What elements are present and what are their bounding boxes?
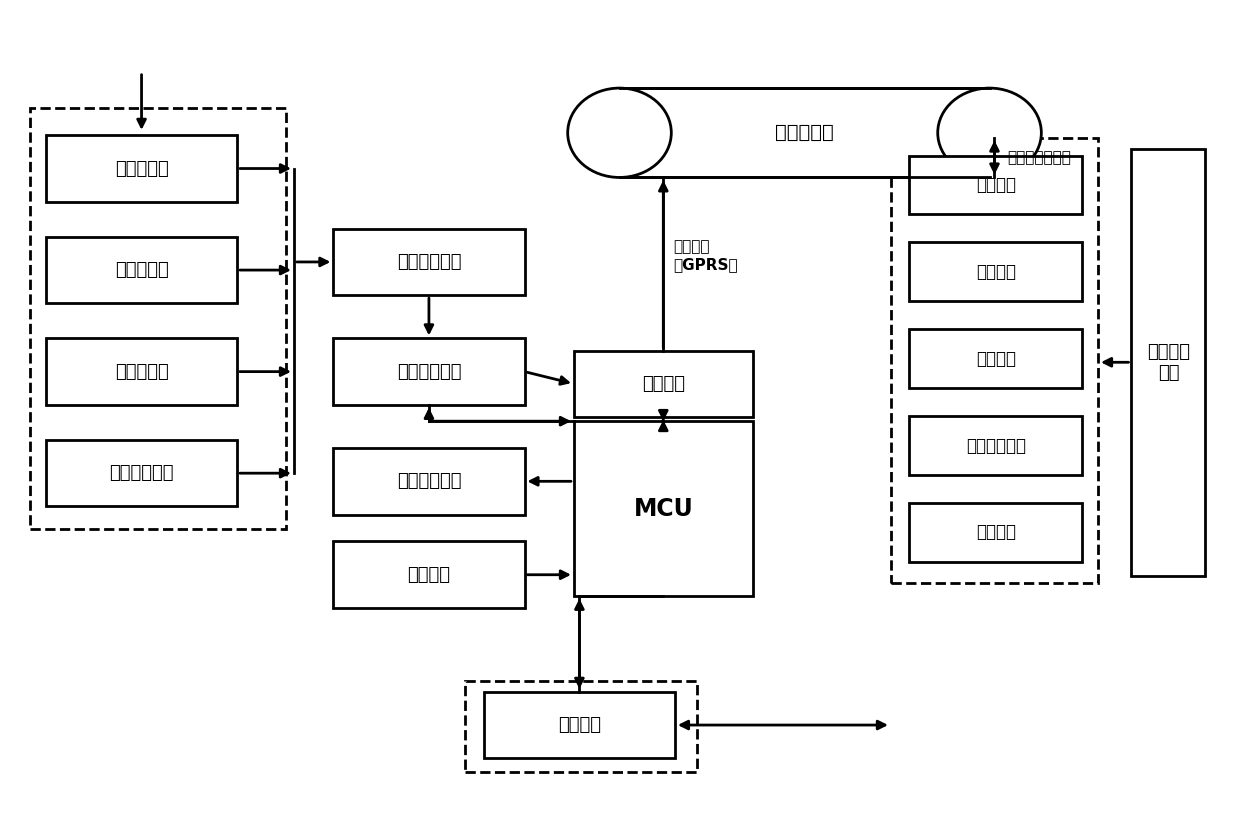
Bar <box>46 135 237 202</box>
Bar <box>333 229 524 295</box>
Bar <box>333 339 524 405</box>
Bar <box>909 503 1082 562</box>
Bar <box>46 339 237 405</box>
Text: 湿度传感器: 湿度传感器 <box>115 362 169 380</box>
Ellipse shape <box>567 88 672 178</box>
Text: 维护接口: 维护接口 <box>558 716 601 734</box>
Bar <box>333 542 524 608</box>
Bar <box>333 448 524 515</box>
Bar <box>620 88 990 178</box>
Bar <box>466 681 698 772</box>
Bar <box>909 330 1082 388</box>
Text: 信号调理模块: 信号调理模块 <box>396 362 461 380</box>
Text: 状态显示模块: 状态显示模块 <box>396 472 461 490</box>
Text: 通讯模块: 通讯模块 <box>642 375 685 393</box>
Text: 数据处理
软件: 数据处理 软件 <box>1147 343 1189 382</box>
Bar <box>574 350 753 417</box>
Text: 企业云平台: 企业云平台 <box>776 124 834 142</box>
Bar <box>46 440 237 506</box>
Text: 信号采集模块: 信号采集模块 <box>396 253 461 271</box>
Ellipse shape <box>938 88 1041 178</box>
Text: 腐蚀程度分级: 腐蚀程度分级 <box>965 437 1026 455</box>
Bar <box>909 416 1082 474</box>
Bar <box>46 236 237 303</box>
Text: 供电模块: 供电模块 <box>408 566 451 584</box>
Bar <box>909 155 1082 214</box>
Bar <box>891 137 1098 583</box>
Bar <box>909 242 1082 301</box>
Text: 数据加密: 数据加密 <box>975 524 1016 542</box>
Text: 参数设置: 参数设置 <box>975 176 1016 194</box>
Bar <box>574 421 753 596</box>
Bar <box>1131 149 1206 576</box>
Text: 数据、指令交互: 数据、指令交互 <box>1007 150 1070 165</box>
Text: 数据上传
（GPRS）: 数据上传 （GPRS） <box>673 240 737 272</box>
Bar <box>483 692 675 758</box>
Text: MCU: MCU <box>633 497 693 520</box>
Text: 腐蚀传感器: 腐蚀传感器 <box>115 160 169 178</box>
Text: 曲线显示: 曲线显示 <box>975 263 1016 281</box>
Text: 温度传感器: 温度传感器 <box>115 261 169 279</box>
Bar <box>30 109 286 529</box>
Text: 功能扩展接口: 功能扩展接口 <box>109 464 173 482</box>
Text: 三维成图: 三维成图 <box>975 349 1016 367</box>
